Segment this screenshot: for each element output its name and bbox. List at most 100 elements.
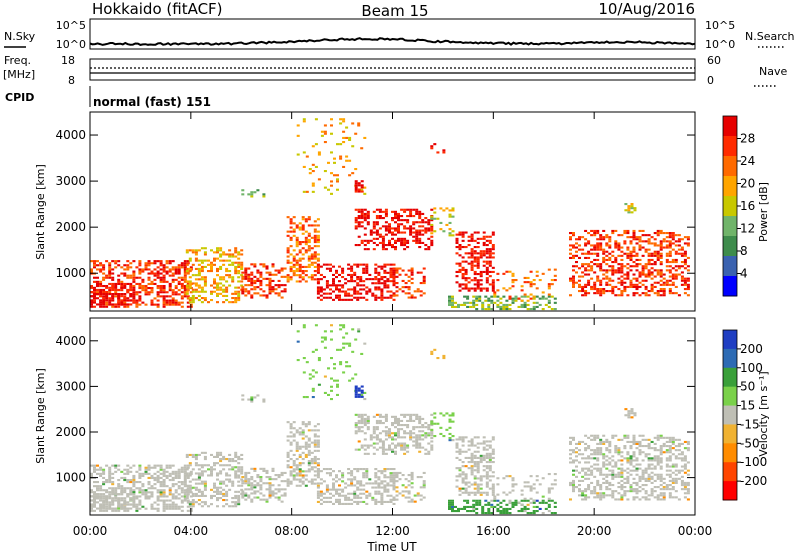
power-cell — [123, 299, 127, 302]
power-cell — [605, 269, 609, 272]
velocity-cell — [409, 434, 413, 437]
power-cell — [395, 269, 399, 272]
velocity-cell — [391, 436, 394, 439]
power-cell — [467, 239, 471, 242]
power-cell — [461, 256, 465, 259]
power-cell — [647, 263, 651, 266]
power-cell — [659, 244, 663, 247]
power-cell — [108, 262, 112, 265]
power-cell — [488, 241, 492, 244]
velocity-cell — [274, 496, 278, 499]
velocity-cell — [344, 486, 348, 489]
power-cell — [415, 210, 419, 213]
power-cell — [602, 290, 606, 293]
power-cell — [644, 267, 648, 270]
velocity-cell — [240, 466, 244, 469]
velocity-cell — [638, 434, 642, 437]
velocity-cell — [584, 494, 588, 497]
power-cell — [599, 290, 603, 293]
power-cell — [96, 260, 99, 263]
velocity-cell — [96, 485, 99, 488]
velocity-cell — [262, 498, 266, 501]
velocity-cell — [514, 501, 518, 504]
velocity-cell — [394, 444, 397, 447]
power-cell — [200, 276, 204, 279]
power-cell — [150, 262, 154, 265]
velocity-cell — [381, 422, 385, 425]
power-cell — [590, 285, 594, 288]
velocity-cell — [593, 449, 597, 452]
velocity-cell — [590, 481, 594, 484]
velocity-cell — [656, 475, 660, 478]
power-cell — [316, 292, 320, 295]
velocity-cell — [316, 449, 320, 452]
power-cell — [491, 289, 495, 292]
power-cell — [406, 208, 410, 211]
velocity-cell — [569, 449, 572, 452]
velocity-cell — [647, 438, 651, 441]
velocity-cell — [316, 458, 320, 461]
power-cell — [174, 268, 178, 271]
power-cell — [413, 296, 417, 299]
velocity-cell — [641, 496, 645, 499]
velocity-cell — [301, 431, 305, 434]
power-cell — [253, 275, 257, 278]
power-cell — [183, 295, 187, 298]
power-cell — [301, 276, 305, 279]
power-cell — [397, 227, 400, 230]
velocity-cell — [656, 438, 660, 441]
power-cell — [322, 276, 326, 279]
velocity-cell — [240, 472, 244, 475]
power-cell — [277, 292, 281, 295]
power-cell — [581, 236, 585, 239]
velocity-cell — [641, 469, 645, 472]
velocity-cell — [237, 490, 241, 493]
velocity-cell — [338, 470, 341, 473]
power-cell — [298, 280, 302, 283]
velocity-cell — [295, 429, 299, 432]
power-cell — [653, 275, 657, 278]
power-cell — [357, 244, 361, 247]
velocity-cell — [244, 498, 248, 501]
velocity-cell — [575, 459, 578, 462]
velocity-cell — [262, 467, 266, 470]
velocity-cell — [225, 478, 229, 481]
velocity-cell — [550, 499, 554, 502]
velocity-cell — [102, 468, 106, 471]
velocity-cell — [596, 467, 600, 470]
velocity-cell — [144, 491, 148, 494]
velocity-cell — [599, 492, 603, 495]
power-cell — [491, 248, 495, 251]
power-cell — [138, 270, 142, 273]
velocity-cell — [216, 488, 219, 491]
power-cell — [177, 264, 181, 267]
date-title: 10/Aug/2016 — [598, 0, 695, 18]
power-cell — [144, 287, 148, 290]
power-cell — [105, 301, 109, 304]
velocity-cell — [323, 375, 327, 378]
power-cell — [424, 221, 428, 224]
velocity-cell — [99, 503, 103, 506]
velocity-cell — [602, 481, 606, 484]
velocity-cell — [629, 455, 633, 458]
power-cell — [404, 292, 408, 295]
power-cell — [599, 288, 603, 291]
velocity-cell — [332, 486, 335, 489]
power-cell — [150, 291, 154, 294]
velocity-cell — [135, 487, 139, 490]
power-cell — [668, 290, 672, 293]
power-cell — [366, 210, 370, 213]
power-cell — [448, 299, 451, 302]
velocity-cell — [374, 482, 378, 485]
velocity-cell — [488, 475, 492, 478]
velocity-cell — [638, 451, 642, 454]
power-cell — [120, 285, 124, 288]
power-cell — [614, 256, 618, 259]
velocity-cell — [391, 424, 394, 427]
power-cell — [520, 285, 524, 288]
velocity-cell — [123, 468, 127, 471]
power-cell — [473, 289, 477, 292]
velocity-cell — [341, 480, 345, 483]
velocity-cell — [219, 482, 223, 485]
velocity-cell — [228, 468, 232, 471]
